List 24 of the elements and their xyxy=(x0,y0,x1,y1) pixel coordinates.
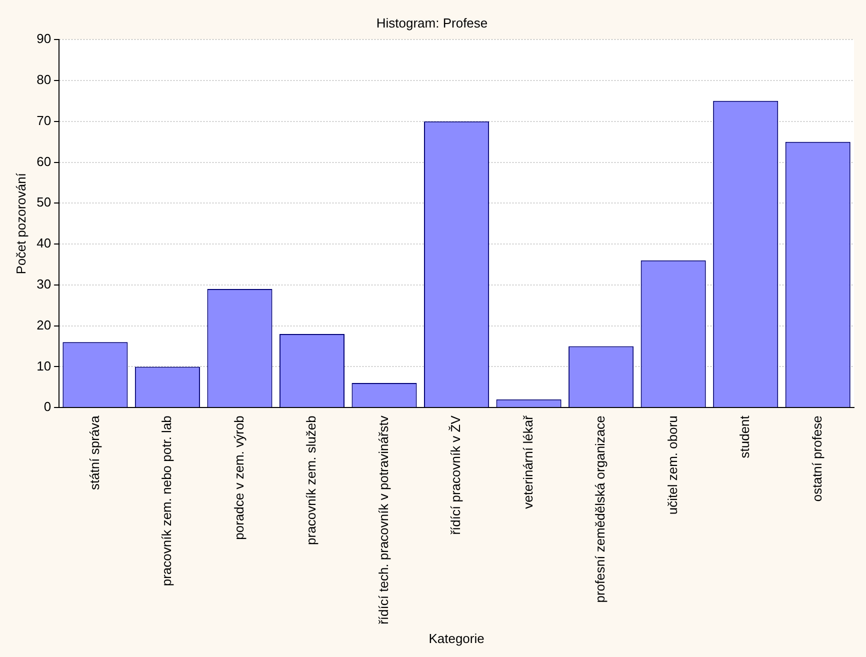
x-tick-label: řídící pracovník v ŽV xyxy=(448,415,464,535)
y-tick-label: 60 xyxy=(36,154,52,169)
y-tick-label: 50 xyxy=(36,194,52,210)
x-tick-label: poradce v zem. výrob xyxy=(231,416,246,540)
y-tick-label: 10 xyxy=(36,358,52,374)
y-tick-label: 20 xyxy=(36,317,52,332)
y-tick-label: 80 xyxy=(36,72,52,88)
x-tick-label: profesní zemědělská organizace xyxy=(592,416,608,603)
y-tick-label: 70 xyxy=(36,112,52,128)
x-tick-label: učitel zem. oboru xyxy=(664,416,680,515)
x-tick-label: pracovník zem. nebo potr. lab xyxy=(159,416,174,586)
chart-title: Histogram: Profese xyxy=(376,15,488,30)
x-tick-label: pracovník zem. služeb xyxy=(304,416,319,545)
y-axis-title: Počet pozorování xyxy=(13,172,28,274)
x-tick-label: řídící tech. pracovník v potravinářstv xyxy=(376,415,391,624)
x-tick-label: student xyxy=(737,415,752,458)
y-tick-label: 0 xyxy=(44,399,52,414)
x-axis-title: Kategorie xyxy=(428,630,484,646)
y-tick-label: 40 xyxy=(36,236,52,251)
x-tick-label: ostatní profese xyxy=(809,416,824,502)
y-tick-label: 90 xyxy=(36,31,52,46)
x-tick-label: veterinární lékař xyxy=(520,414,536,509)
x-tick-label: státní správa xyxy=(86,414,102,490)
y-tick-label: 30 xyxy=(36,276,52,292)
